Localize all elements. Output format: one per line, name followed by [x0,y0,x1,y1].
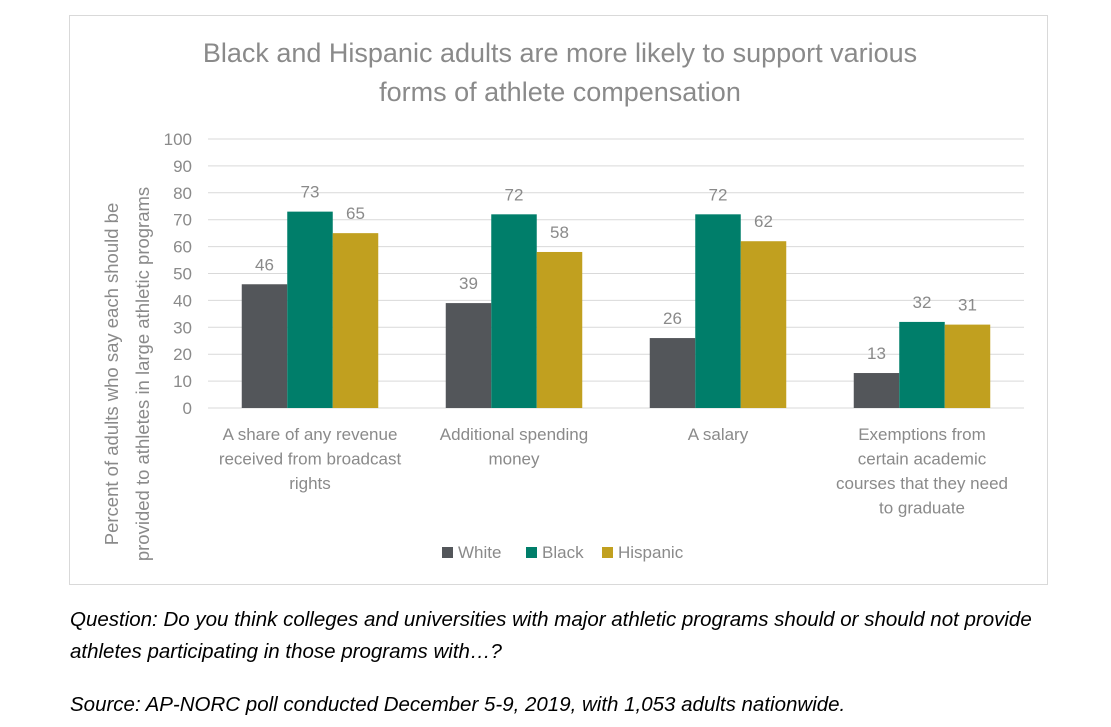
y-tick-label: 20 [173,345,192,364]
y-tick-label: 50 [173,265,192,284]
data-label: 62 [754,212,773,231]
category-label-line: rights [289,474,331,493]
category-label-line: A salary [688,425,749,444]
legend-swatch-white [442,547,453,558]
data-label: 13 [867,344,886,363]
data-label: 26 [663,309,682,328]
legend-label: Hispanic [618,543,684,562]
data-label: 32 [913,293,932,312]
data-label: 31 [958,296,977,315]
bar-hispanic [536,251,583,408]
y-tick-label: 0 [183,399,192,418]
y-tick-label: 60 [173,238,192,257]
category-label-line: courses that they need [836,474,1008,493]
bar-chart: Black and Hispanic adults are more likel… [101,38,1024,562]
data-label: 73 [301,183,320,202]
category-label-line: received from broadcast [219,450,402,469]
category-label-line: money [488,450,540,469]
bar-white [853,373,900,408]
bar-hispanic [740,241,787,408]
bar-white [445,303,492,408]
y-axis-label-line: provided to athletes in large athletic p… [132,187,153,561]
bar-hispanic [332,233,379,408]
bar-black [287,211,333,408]
category-label-line: A share of any revenue [223,425,398,444]
bar-black [491,214,537,408]
legend-swatch-hispanic [602,547,613,558]
category-label-line: certain academic [858,450,987,469]
legend-label: Black [542,543,584,562]
chart-title-line: forms of athlete compensation [379,77,741,107]
y-tick-label: 90 [173,157,192,176]
legend-label: White [458,543,501,562]
data-label: 58 [550,223,569,242]
category-label-line: to graduate [879,499,965,518]
bar-hispanic [944,324,991,408]
data-label: 72 [505,185,524,204]
y-axis-label-line: Percent of adults who say each should be [101,203,122,545]
y-tick-label: 30 [173,318,192,337]
category-label-line: Additional spending [440,425,588,444]
question-note: Question: Do you think colleges and univ… [70,608,1032,663]
data-label: 46 [255,255,274,274]
legend-swatch-black [526,547,537,558]
chart-frame: Black and Hispanic adults are more likel… [69,15,1048,585]
data-label: 65 [346,204,365,223]
y-tick-label: 70 [173,211,192,230]
chart-title-line: Black and Hispanic adults are more likel… [203,38,917,68]
bar-white [649,338,696,408]
y-tick-label: 80 [173,184,192,203]
category-label-line: Exemptions from [858,425,986,444]
bar-white [241,284,288,408]
y-tick-label: 100 [164,130,192,149]
source-note: Source: AP-NORC poll conducted December … [70,693,846,716]
data-label: 39 [459,274,478,293]
data-label: 72 [709,185,728,204]
bar-black [899,321,945,408]
bar-black [695,214,741,408]
y-tick-label: 10 [173,372,192,391]
y-tick-label: 40 [173,291,192,310]
